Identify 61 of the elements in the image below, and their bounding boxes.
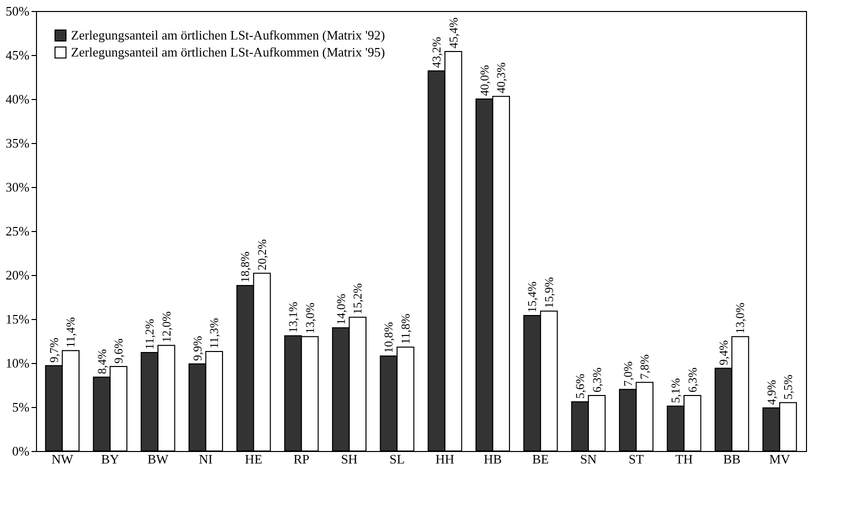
data-label: 40,0% [477,65,492,96]
data-label: 11,3% [207,318,222,349]
data-label: 4,9% [764,380,778,405]
x-tick-label: TH [675,452,693,466]
y-tick-label: 5% [12,400,30,414]
data-label: 9,7% [46,338,61,363]
y-tick-label: 20% [6,268,30,282]
x-tick-label: HH [436,452,454,466]
x-tick-label: BE [532,452,549,466]
x-tick-label: SN [580,452,598,466]
data-label: 6,3% [590,368,604,393]
y-tick-label: 0% [12,444,30,458]
data-label: 5,5% [781,374,796,400]
data-label: 15,2% [350,283,365,314]
data-label: 9,4% [716,340,730,366]
data-label: 14,0% [334,294,348,325]
data-label: 6,3% [685,368,700,393]
data-label: 11,8% [398,314,412,344]
x-tick-label: BB [723,452,741,466]
y-tick-label: 35% [6,136,30,150]
data-label: 13,0% [733,302,748,334]
data-label: 40,3% [494,62,508,94]
data-label: 9,9% [190,336,204,361]
data-label: 18,8% [238,252,252,283]
data-label: 5,1% [668,378,683,404]
x-tick-label: NI [198,452,213,466]
x-tick-label: HB [484,452,502,466]
x-tick-label: MV [769,452,791,466]
data-label: 43,2% [430,36,444,68]
y-tick-label: 15% [6,312,30,326]
x-tick-label: SL [390,452,405,466]
data-label: 15,4% [525,281,540,312]
y-tick-label: 10% [6,356,30,370]
y-tick-label: 45% [6,48,30,62]
x-tick-label: BY [101,452,120,466]
x-tick-label: NW [51,452,74,466]
legend-label: Zerlegungsanteil am örtlichen LSt-Aufkommen (Matrix '92) [71,28,385,42]
x-tick-label: RP [293,452,310,466]
data-label: 9,6% [112,338,126,364]
data-label: 7,0% [620,361,635,386]
legend-label: Zerlegungsanteil am örtlichen LSt-Aufkommen (Matrix '95) [71,44,385,60]
x-tick-label: BW [147,452,170,466]
data-label: 13,0% [302,302,317,334]
data-label: 8,4% [94,349,109,374]
data-label: 11,4% [64,317,78,348]
data-label: 12,0% [159,311,174,342]
data-label: 15,9% [542,277,556,308]
y-tick-label: 30% [6,180,30,194]
y-tick-label: 50% [6,4,30,18]
y-tick-label: 40% [6,92,30,106]
x-tick-label: ST [628,452,644,466]
data-label: 7,8% [638,354,652,380]
y-tick-label: 25% [6,224,30,238]
x-tick-label: HE [244,452,262,466]
data-label: 13,1% [286,302,300,333]
data-label: 45,4% [446,17,460,48]
data-label: 11,2% [142,318,157,350]
x-tick-label: SH [340,452,358,466]
data-label: 5,6% [573,374,588,399]
data-label: 10,8% [382,322,396,353]
data-label: 20,2% [254,239,269,270]
